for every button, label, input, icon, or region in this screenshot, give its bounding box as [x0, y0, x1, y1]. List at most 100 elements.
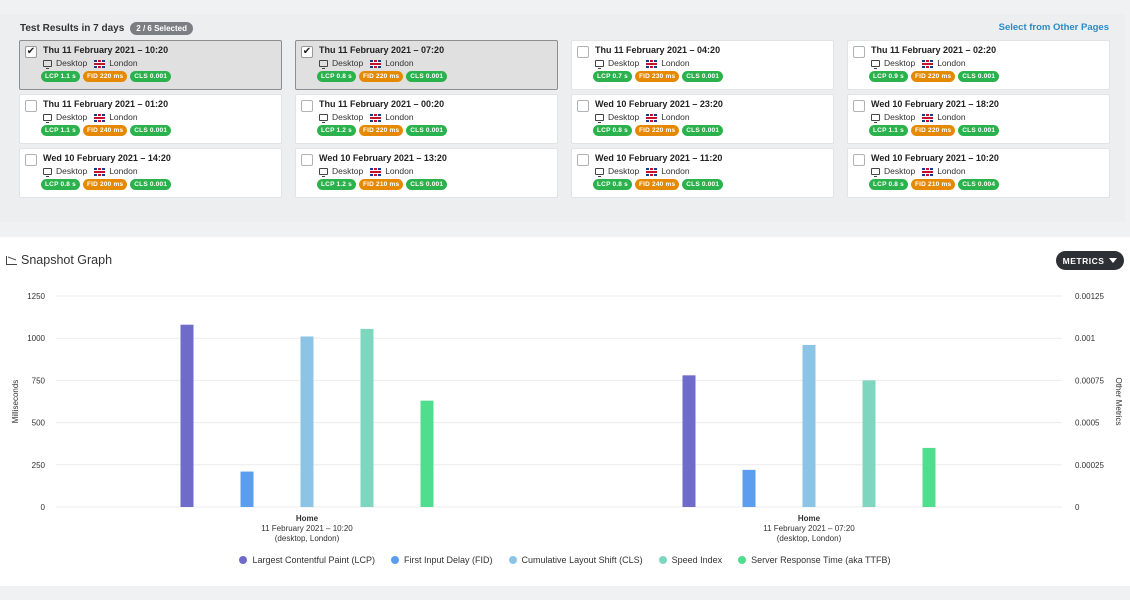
test-result-card[interactable]: Thu 11 February 2021 – 02:20 Desktop Lon…: [847, 40, 1110, 90]
test-result-card[interactable]: Wed 10 February 2021 – 23:20 Desktop Lon…: [571, 94, 834, 144]
location-label: London: [937, 166, 966, 176]
desktop-icon: [595, 168, 604, 177]
test-result-card[interactable]: Wed 10 February 2021 – 13:20 Desktop Lon…: [295, 148, 558, 198]
y2-axis-title: Other Metrics: [1114, 377, 1123, 425]
graph-title: Snapshot Graph: [21, 253, 113, 267]
metric-badges: LCP 0.7 s FID 230 ms CLS 0.001: [593, 71, 833, 82]
legend-label: Cumulative Layout Shift (CLS): [521, 555, 643, 565]
desktop-icon: [871, 60, 880, 69]
select-checkbox[interactable]: ✔: [301, 46, 313, 58]
legend-item[interactable]: Cumulative Layout Shift (CLS): [508, 555, 643, 565]
fid-badge: FID 220 ms: [634, 125, 680, 136]
metric-badges: LCP 1.2 s FID 220 ms CLS 0.001: [317, 125, 557, 136]
test-datetime: Wed 10 February 2021 – 13:20: [319, 153, 447, 163]
metric-badges: LCP 0.8 s FID 240 ms CLS 0.001: [593, 179, 833, 190]
y-axis-title: Milliseconds: [11, 380, 20, 424]
test-datetime: Wed 10 February 2021 – 10:20: [871, 153, 999, 163]
test-meta: Desktop London: [43, 112, 281, 123]
cls-badge: CLS 0.001: [130, 179, 172, 190]
y-tick-label: 500: [32, 419, 46, 428]
x-category-context: (desktop, London): [777, 534, 842, 543]
location-label: London: [661, 166, 690, 176]
device-label: Desktop: [332, 112, 364, 122]
location-label: London: [385, 112, 414, 122]
location-label: London: [385, 166, 414, 176]
test-result-card[interactable]: ✔ Thu 11 February 2021 – 07:20 Desktop L…: [295, 40, 558, 90]
uk-flag-icon: [922, 167, 934, 176]
desktop-icon: [43, 168, 52, 177]
test-result-card[interactable]: Wed 10 February 2021 – 10:20 Desktop Lon…: [847, 148, 1110, 198]
select-checkbox[interactable]: [25, 154, 37, 166]
metrics-dropdown-button[interactable]: METRICS: [1056, 251, 1124, 270]
y2-tick-label: 0.0005: [1075, 419, 1100, 428]
metrics-button-label: METRICS: [1062, 255, 1105, 266]
legend-dot-icon: [239, 556, 248, 564]
select-checkbox[interactable]: [853, 154, 865, 166]
results-header: Test Results in 7 days 2 / 6 Selected: [20, 22, 193, 35]
test-datetime: Thu 11 February 2021 – 01:20: [43, 99, 169, 109]
select-checkbox[interactable]: ✔: [25, 46, 37, 58]
legend-dot-icon: [391, 556, 400, 564]
metric-badges: LCP 1.1 s FID 240 ms CLS 0.001: [41, 125, 281, 136]
uk-flag-icon: [94, 113, 106, 122]
test-result-card[interactable]: Thu 11 February 2021 – 00:20 Desktop Lon…: [295, 94, 558, 144]
select-checkbox[interactable]: [25, 100, 37, 112]
y2-tick-label: 0.00025: [1075, 461, 1104, 470]
bar: [862, 380, 876, 507]
uk-flag-icon: [646, 113, 658, 122]
metric-badges: LCP 1.1 s FID 220 ms CLS 0.001: [869, 125, 1109, 136]
legend-label: Server Response Time (aka TTFB): [751, 555, 891, 565]
select-other-pages-link[interactable]: Select from Other Pages: [998, 22, 1109, 33]
legend-item[interactable]: Largest Contentful Paint (LCP): [239, 555, 375, 565]
select-checkbox[interactable]: [301, 154, 313, 166]
lcp-badge: LCP 0.8 s: [593, 125, 632, 136]
lcp-badge: LCP 1.2 s: [317, 179, 356, 190]
bar: [922, 447, 936, 507]
location-label: London: [937, 58, 966, 68]
select-checkbox[interactable]: [577, 100, 589, 112]
desktop-icon: [595, 60, 604, 69]
y-tick-label: 1250: [27, 292, 45, 301]
chart-legend: Largest Contentful Paint (LCP) First Inpu…: [0, 555, 1130, 565]
location-label: London: [109, 58, 138, 68]
device-label: Desktop: [608, 58, 640, 68]
cls-badge: CLS 0.004: [958, 179, 1000, 190]
test-datetime: Wed 10 February 2021 – 23:20: [595, 99, 723, 109]
test-meta: Desktop London: [43, 58, 281, 69]
test-result-card[interactable]: Wed 10 February 2021 – 18:20 Desktop Lon…: [847, 94, 1110, 144]
x-category-datetime: 11 February 2021 – 10:20: [261, 524, 353, 533]
x-category-context: (desktop, London): [275, 534, 340, 543]
test-result-card[interactable]: Wed 10 February 2021 – 14:20 Desktop Lon…: [19, 148, 282, 198]
legend-item[interactable]: Server Response Time (aka TTFB): [738, 555, 891, 565]
test-meta: Desktop London: [595, 112, 833, 123]
snapshot-bar-chart: 1250 0.00125 1000 0.001 750 0.00075 500 0.0005 2…: [11, 292, 1123, 543]
location-label: London: [937, 112, 966, 122]
cls-badge: CLS 0.001: [406, 125, 448, 136]
test-result-card[interactable]: Wed 10 February 2021 – 11:20 Desktop Lon…: [571, 148, 834, 198]
test-result-card[interactable]: ✔ Thu 11 February 2021 – 10:20 Desktop L…: [19, 40, 282, 90]
lcp-badge: LCP 0.8 s: [869, 179, 908, 190]
select-checkbox[interactable]: [301, 100, 313, 112]
legend-item[interactable]: Speed Index: [658, 555, 722, 565]
location-label: London: [661, 58, 690, 68]
select-checkbox[interactable]: [577, 154, 589, 166]
lcp-badge: LCP 0.8 s: [317, 71, 356, 82]
device-label: Desktop: [884, 166, 916, 176]
test-meta: Desktop London: [595, 166, 833, 177]
test-datetime: Thu 11 February 2021 – 04:20: [595, 45, 721, 55]
select-checkbox[interactable]: [853, 100, 865, 112]
test-result-card[interactable]: Thu 11 February 2021 – 01:20 Desktop Lon…: [19, 94, 282, 144]
legend-item[interactable]: First Input Delay (FID): [391, 555, 493, 565]
test-meta: Desktop London: [43, 166, 281, 177]
y-tick-label: 0: [41, 503, 46, 512]
bar: [420, 400, 434, 507]
y-tick-label: 750: [32, 376, 46, 385]
metric-badges: LCP 0.8 s FID 200 ms CLS 0.001: [41, 179, 281, 190]
uk-flag-icon: [94, 167, 106, 176]
select-checkbox[interactable]: [577, 46, 589, 58]
select-checkbox[interactable]: [853, 46, 865, 58]
test-result-card[interactable]: Thu 11 February 2021 – 04:20 Desktop Lon…: [571, 40, 834, 90]
test-meta: Desktop London: [319, 58, 557, 69]
metric-badges: LCP 0.8 s FID 220 ms CLS 0.001: [593, 125, 833, 136]
metric-badges: LCP 1.1 s FID 220 ms CLS 0.001: [41, 71, 281, 82]
